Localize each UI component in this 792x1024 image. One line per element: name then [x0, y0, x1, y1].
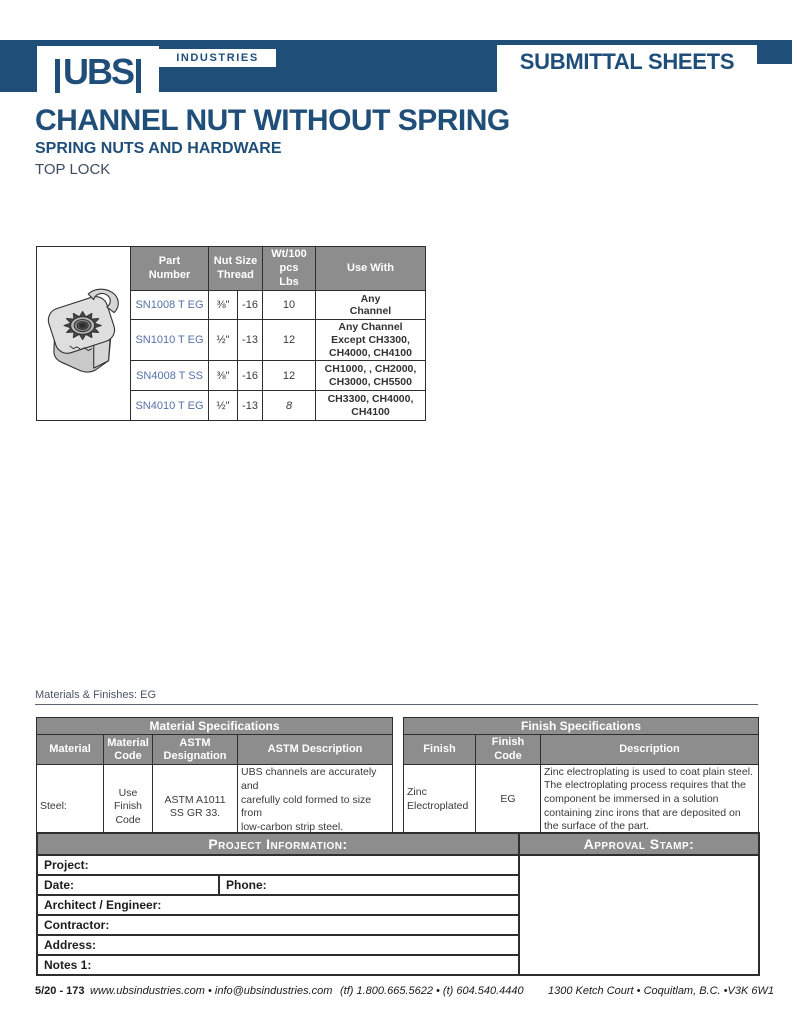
footer-phone-numbers: (tf) 1.800.665.5622 • (t) 604.540.4440: [340, 985, 524, 997]
notes-field: Notes 1:: [36, 954, 520, 976]
page-subtitle: SPRING NUTS AND HARDWARE: [35, 140, 282, 157]
thread: -16: [237, 290, 263, 321]
part-number: SN1008 T EG: [130, 290, 209, 321]
table-row: SN4008 T SS ⅜" -16 12 CH1000, , CH2000, …: [37, 360, 426, 392]
table-row: Architect / Engineer:: [36, 894, 759, 916]
weight: 12: [262, 319, 316, 362]
nut-size: ½": [208, 390, 238, 422]
thread: -13: [237, 319, 263, 362]
parts-table: Part Number Nut Size Thread Wt/100 pcs L…: [36, 245, 426, 422]
thread: -13: [237, 390, 263, 422]
material-specifications-table: Material Specifications Material Materia…: [35, 716, 394, 851]
project-field: Project:: [36, 854, 520, 876]
table-row: SN1010 T EG ½" -13 12 Any Channel Except…: [37, 319, 426, 362]
contractor-field: Contractor:: [36, 914, 520, 936]
logo-left-bar-icon: [54, 58, 60, 93]
project-information-title: Project Information:: [36, 832, 520, 856]
footer-page-ref: 5/20 - 173: [35, 985, 85, 997]
address-field: Address:: [36, 934, 520, 956]
approval-stamp-area: [518, 854, 760, 976]
part-number: SN4010 T EG: [130, 390, 209, 422]
use-with: CH3300, CH4000, CH4100: [315, 390, 426, 422]
logo-industries-box: INDUSTRIES: [159, 49, 276, 67]
material-specs-title: Material Specifications: [35, 716, 394, 736]
product-variant: TOP LOCK: [35, 161, 111, 178]
use-with: Any Channel Except CH3300, CH4000, CH410…: [315, 319, 426, 362]
table-row: Date: Phone:: [36, 874, 759, 896]
approval-stamp-title: Approval Stamp:: [518, 832, 760, 856]
col-header-material-code: Material Code: [103, 734, 153, 766]
nut-size: ½": [208, 319, 238, 362]
nut-size: ⅜": [208, 360, 238, 392]
materials-finishes-label: Materials & Finishes: EG: [35, 689, 157, 701]
page-title: CHANNEL NUT WITHOUT SPRING: [35, 104, 510, 137]
use-with: Any Channel: [315, 290, 426, 321]
use-with: CH1000, , CH2000, CH3000, CH5500: [315, 360, 426, 392]
weight: 8: [262, 390, 316, 422]
thread: -16: [237, 360, 263, 392]
table-row: SN1008 T EG ⅜" -16 10 Any Channel: [37, 290, 426, 321]
col-header-use-with: Use With: [315, 245, 426, 292]
table-row: Zinc Electroplated EG Zinc electroplatin…: [403, 763, 759, 836]
col-header-part-number: Part Number: [130, 245, 209, 292]
channel-nut-drawing: [47, 288, 119, 373]
col-header-nut-size: Nut Size Thread: [208, 245, 263, 292]
col-header-finish-code: Finish Code: [475, 734, 541, 765]
logo-industries-text: INDUSTRIES: [176, 52, 259, 64]
ubs-logo: UBS: [37, 46, 159, 97]
footer-website-email[interactable]: www.ubsindustries.com • info@ubsindustri…: [90, 985, 333, 997]
table-row: Project:: [36, 854, 760, 976]
nut-size: ⅜": [208, 290, 238, 321]
finish-code-value: EG: [475, 763, 541, 836]
table-row: Notes 1:: [36, 954, 759, 976]
finish-specifications-table: Finish Specifications Finish Finish Code…: [403, 716, 759, 836]
date-field: Date:: [36, 874, 220, 896]
footer-address: 1300 Ketch Court • Coquitlam, B.C. •V3K …: [548, 985, 774, 997]
col-header-description: Description: [540, 734, 759, 765]
weight: 12: [262, 360, 316, 392]
part-number: SN4008 T SS: [130, 360, 209, 392]
architect-engineer-field: Architect / Engineer:: [36, 894, 520, 916]
finish-specs-title: Finish Specifications: [403, 716, 759, 736]
table-row: Address:: [36, 934, 759, 956]
col-header-astm-description: ASTM Description: [236, 734, 394, 766]
col-header-material: Material: [36, 734, 104, 766]
table-row: Contractor:: [36, 914, 759, 936]
project-information-table: Project Information: Approval Stamp: Pro…: [36, 832, 760, 976]
finish-value: Zinc Electroplated: [403, 763, 476, 836]
product-image-cell: [36, 245, 131, 422]
logo-text: UBS: [62, 50, 135, 92]
part-number: SN1010 T EG: [130, 319, 209, 362]
col-header-finish: Finish: [403, 734, 476, 765]
col-header-astm-designation: ASTM Designation: [152, 734, 238, 766]
materials-finishes-rule: [35, 704, 758, 705]
banner-title: SUBMITTAL SHEETS: [519, 49, 735, 74]
finish-description-value: Zinc electroplating is used to coat plai…: [540, 763, 759, 836]
banner-title-box: SUBMITTAL SHEETS: [497, 45, 757, 79]
logo-right-bar-icon: [136, 58, 141, 93]
weight: 10: [262, 290, 316, 321]
table-row: SN4010 T EG ½" -13 8 CH3300, CH4000, CH4…: [37, 390, 426, 422]
col-header-weight: Wt/100 pcs Lbs: [262, 245, 316, 292]
phone-field: Phone:: [218, 874, 520, 896]
